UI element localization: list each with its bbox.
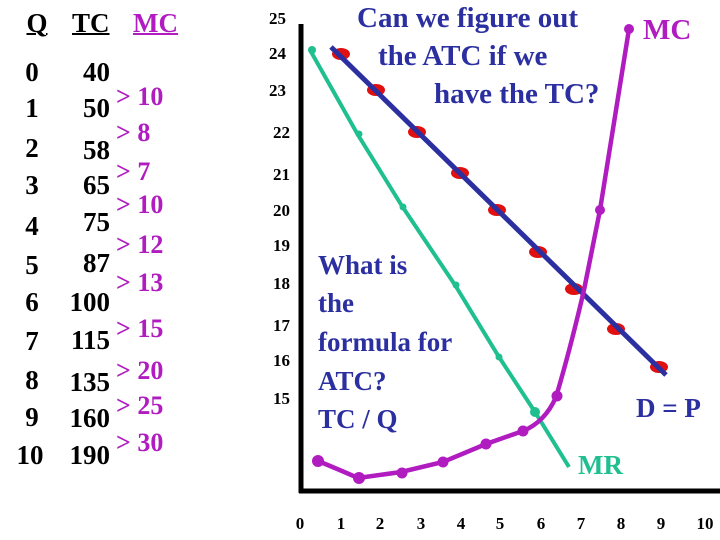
q-value: 5 [25,250,39,280]
x-tick: 2 [375,514,385,533]
q-value: 1 [25,93,39,123]
mc-value: > 25 [116,391,164,420]
mc-value: > 15 [116,314,164,343]
mc-value: > 12 [116,230,164,259]
mc-curve [312,24,634,484]
x-tick: 3 [416,514,426,533]
x-tick: 7 [576,514,586,533]
mc-value: > 8 [116,118,151,147]
q-value: 6 [25,287,39,317]
question-line-2: the [318,288,354,318]
mc-value: > 20 [116,356,164,385]
q-value: 3 [25,170,39,200]
tc-value: 190 [69,440,111,470]
tc-value: 100 [69,287,111,317]
y-tick: 20 [273,201,290,220]
x-tick: 6 [536,514,546,533]
tc-value: 135 [69,367,111,397]
y-tick: 19 [273,236,290,255]
y-tick: 25 [269,9,286,28]
tc-value: 40 [83,57,110,87]
x-tick: 0 [295,514,305,533]
demand-label: D = P [636,393,701,423]
question-line-1: What is [318,250,408,280]
q-value: 8 [25,365,39,395]
mc-label: MC [643,14,692,46]
title-line-3: have the TC? [434,78,600,110]
tc-value: 65 [83,170,110,200]
y-tick: 16 [273,351,290,370]
tc-value: 160 [69,403,111,433]
x-tick: 10 [696,514,714,533]
tc-value: 50 [83,93,110,123]
mc-value: > 30 [116,428,164,457]
q-value: 9 [25,402,39,432]
q-value: 10 [16,440,44,470]
x-tick: 5 [495,514,505,533]
tc-value: 58 [83,135,110,165]
y-tick: 17 [273,316,290,335]
col-header-q: Q [26,8,48,38]
title-line-2: the ATC if we [378,40,548,72]
mc-value: > 13 [116,268,164,297]
title-line-1: Can we figure out [357,2,578,34]
q-value: 7 [25,326,39,356]
y-tick: 18 [273,274,290,293]
x-tick: 1 [336,514,346,533]
x-tick: 8 [616,514,626,533]
mr-curve [308,46,571,469]
y-tick: 21 [273,165,290,184]
x-tick: 4 [456,514,466,533]
tc-value: 75 [83,207,110,237]
mc-value: > 7 [116,157,151,186]
col-header-tc: TC [72,8,110,38]
q-value: 2 [25,133,39,163]
demand-line [329,45,668,377]
tc-value: 115 [70,325,110,355]
x-tick: 9 [656,514,666,533]
y-tick: 24 [269,44,286,63]
y-tick: 15 [273,389,290,408]
mc-value: > 10 [116,82,164,111]
mr-label: MR [578,450,623,480]
tc-value: 87 [83,248,110,278]
col-header-mc: MC [133,8,178,38]
question-line-5: TC / Q [318,404,398,434]
q-value: 4 [25,211,39,241]
question-line-4: ATC? [318,366,387,396]
y-tick: 23 [269,81,286,100]
y-tick: 22 [273,123,290,142]
question-line-3: formula for [318,327,453,357]
mc-value: > 10 [116,190,164,219]
q-value: 0 [25,57,39,87]
